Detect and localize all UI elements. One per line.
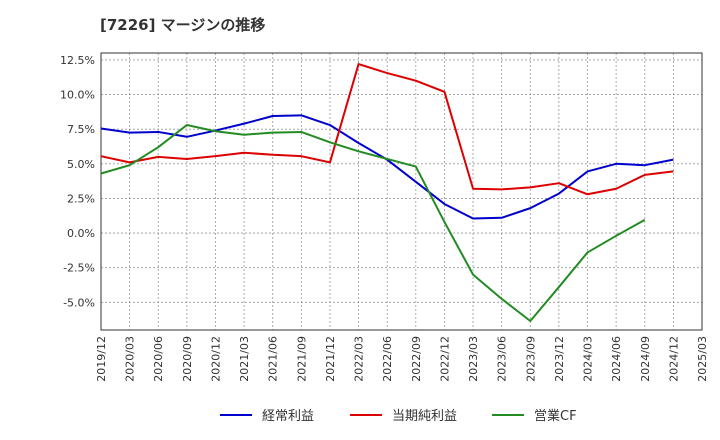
chart-title: [7226] マージンの推移 (100, 16, 266, 34)
legend-label-2: 当期純利益 (392, 409, 457, 424)
plot-border (100, 52, 703, 331)
x-tick-label: 2024/09 (639, 336, 652, 382)
y-tick-label: 12.5% (60, 54, 95, 67)
x-tick-label: 2021/09 (295, 336, 308, 382)
legend-label-1: 経常利益 (262, 409, 314, 424)
x-tick-label: 2022/06 (381, 336, 394, 382)
x-tick-label: 2021/06 (267, 336, 280, 382)
y-tick-label: 0.0% (67, 227, 95, 240)
y-tick-label: 10.0% (60, 89, 95, 102)
x-tick-label: 2025/03 (696, 336, 709, 382)
x-tick-label: 2023/06 (496, 336, 509, 382)
y-tick-label: 2.5% (67, 192, 95, 205)
x-tick-label: 2020/09 (181, 336, 194, 382)
x-tick-label: 2023/03 (467, 336, 480, 382)
x-tick-label: 2021/03 (238, 336, 251, 382)
y-tick-label: -2.5% (63, 262, 95, 275)
y-tick-label: 7.5% (67, 123, 95, 136)
x-tick-label: 2023/09 (524, 336, 537, 382)
y-tick-label: -5.0% (63, 296, 95, 309)
x-tick-label: 2022/12 (438, 336, 451, 382)
legend-label-3: 営業CF (534, 408, 577, 424)
x-tick-label: 2020/03 (124, 336, 137, 382)
x-tick-label: 2024/12 (667, 336, 680, 382)
x-tick-label: 2021/12 (324, 336, 337, 382)
x-tick-label: 2020/06 (152, 336, 165, 382)
x-tick-label: 2023/12 (553, 336, 566, 382)
x-tick-label: 2020/12 (209, 336, 222, 382)
x-tick-label: 2024/03 (582, 336, 595, 382)
series-line-2 (100, 63, 674, 196)
x-tick-label: 2024/06 (610, 336, 623, 382)
x-tick-label: 2019/12 (95, 336, 108, 382)
series-line-3 (100, 124, 646, 322)
y-tick-label: 5.0% (67, 158, 95, 171)
x-tick-label: 2022/09 (410, 336, 423, 382)
x-tick-label: 2022/03 (353, 336, 366, 382)
